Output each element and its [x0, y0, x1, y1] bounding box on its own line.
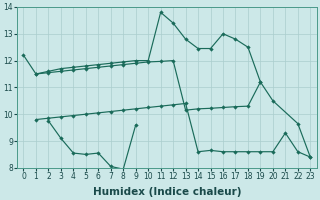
X-axis label: Humidex (Indice chaleur): Humidex (Indice chaleur): [93, 187, 241, 197]
